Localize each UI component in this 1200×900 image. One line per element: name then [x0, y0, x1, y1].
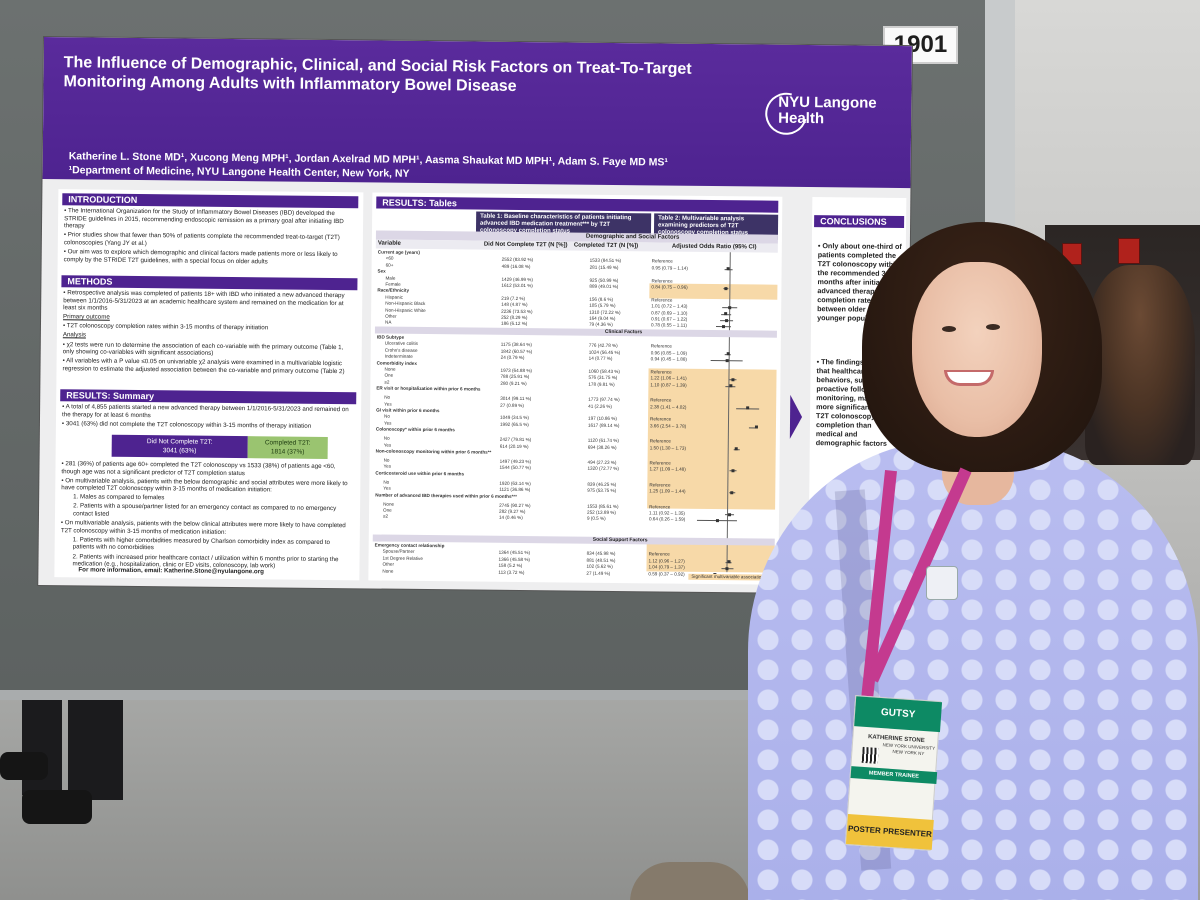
- table-cell: 1320 (72.77 %): [587, 466, 619, 472]
- table-row-label: Colonoscopy* within prior 6 months: [375, 426, 455, 433]
- forest-point: [730, 490, 734, 494]
- forest-point: [735, 447, 739, 451]
- badge-type: MEMBER TRAINEE: [850, 766, 938, 785]
- bag: [630, 862, 750, 900]
- odds-ratio-cell: 3.66 (2.54 – 3.78): [649, 423, 687, 429]
- table-row-label: Current age (years): [377, 249, 420, 255]
- odds-ratio-cell: 1.10 (0.87 – 1.39): [650, 382, 687, 388]
- table-cell: 1544 (50.77 %): [499, 465, 531, 471]
- forest-point: [715, 518, 719, 522]
- forest-point: [728, 384, 732, 388]
- summary-findings: • 281 (36%) of patients age 60+ complete…: [60, 460, 348, 570]
- forest-point: [745, 406, 749, 410]
- odds-ratio-cell: 0.64 (0.26 – 1.59): [648, 516, 686, 523]
- forest-point: [727, 305, 731, 309]
- forest-point: [731, 469, 735, 473]
- conclusions-heading: CONCLUSIONS: [814, 215, 905, 229]
- forest-point: [727, 512, 731, 516]
- summary-text: • A total of 4,855 patients started a ne…: [61, 403, 349, 430]
- table-cell: 24 (0.79 %): [500, 354, 525, 361]
- odds-ratio-cell: 1.27 (1.09 – 1.48): [649, 466, 686, 473]
- table-cell: 27 (1.49 %): [586, 570, 611, 576]
- shoe: [0, 752, 48, 780]
- forest-point: [726, 352, 730, 356]
- table-cell: 281 (15.49 %): [589, 264, 619, 270]
- badge-event: GUTSY: [854, 696, 943, 733]
- table-cell: 113 (3.72 %): [498, 569, 525, 575]
- qr-code-icon: [861, 746, 879, 764]
- poster-header: The Influence of Demographic, Clinical, …: [42, 37, 912, 189]
- forest-point: [754, 425, 758, 429]
- lanyard-clip-icon: [926, 566, 958, 600]
- table-cell: 614 (20.19 %): [499, 443, 529, 449]
- poster: The Influence of Demographic, Clinical, …: [38, 37, 912, 595]
- presenter-face: [912, 262, 1042, 437]
- methods-text: • Retrospective analysis was completed o…: [62, 289, 345, 376]
- poster-authors: Katherine L. Stone MD¹, Xucong Meng MPH¹…: [69, 149, 789, 185]
- table-row-label: NA: [385, 319, 392, 326]
- table-cell: 41 (2.26 %): [588, 403, 612, 409]
- odds-ratio-cell: 0.84 (0.75 – 0.96): [651, 284, 688, 290]
- odds-ratio-cell: 2.38 (1.41 – 4.02): [650, 403, 687, 410]
- odds-ratio-cell: 1.25 (1.09 – 1.44): [649, 488, 686, 494]
- table-cell: 694 (38.26 %): [587, 444, 617, 450]
- forest-point: [727, 560, 731, 564]
- eye: [986, 324, 1000, 330]
- table-row-label: ER visit or hospitalization within prior…: [376, 385, 481, 392]
- table-cell: 889 (49.01 %): [589, 283, 619, 290]
- table-cell: 280 (9.21 %): [500, 380, 527, 386]
- table-cell: 14 (0.77 %): [588, 355, 613, 362]
- significance-legend: Significant multivariable association: [688, 573, 767, 582]
- intro-text: • The International Organization for the…: [63, 207, 344, 265]
- table-row-label: ≥2: [382, 513, 389, 520]
- table-row-label: Corticosteroid use within prior 6 months: [375, 470, 465, 477]
- table-cell: 178 (9.81 %): [588, 381, 615, 387]
- table-row-label: 60+: [385, 262, 394, 268]
- odds-ratio-cell: 1.50 (1.30 – 1.73): [649, 444, 687, 451]
- odds-ratio-cell: 0.95 (0.79 – 1.14): [651, 265, 688, 271]
- shoe: [22, 790, 92, 824]
- forest-point: [724, 286, 728, 290]
- odds-ratio-cell: 0.94 (0.45 – 1.88): [650, 356, 687, 362]
- did-not-complete-bar: Did Not Complete T2T: 3041 (63%): [111, 434, 248, 459]
- table-row-label: Comorbidity index: [376, 360, 417, 366]
- table-cell: 9 (0.5 %): [586, 516, 606, 522]
- forest-point: [725, 318, 729, 322]
- forest-point: [722, 325, 726, 329]
- nyu-logo-text: NYU Langone Health: [778, 93, 877, 128]
- forest-point: [725, 566, 729, 570]
- table-cell: 14 (0.46 %): [498, 515, 523, 521]
- table-cell: 975 (53.75 %): [587, 487, 617, 494]
- arrow-icon: [789, 394, 803, 439]
- table-cell: 1617 (89.14 %): [587, 422, 620, 428]
- presenter-jacket: [748, 440, 1198, 900]
- table-row-label: Non-colonoscopy monitoring within prior …: [375, 448, 492, 455]
- forest-point: [724, 312, 728, 316]
- table-cell: 27 (0.89 %): [500, 402, 524, 408]
- forest-point: [726, 267, 730, 271]
- completed-bar: Completed T2T: 1814 (37%): [247, 436, 328, 459]
- poster-title: The Influence of Demographic, Clinical, …: [63, 54, 692, 95]
- forest-point: [725, 358, 729, 362]
- name-badge: GUTSY KATHERINE STONE NEW YORK UNIVERSIT…: [844, 695, 943, 851]
- table-row-label: None: [382, 568, 394, 574]
- exit-sign: [1118, 238, 1140, 264]
- forest-point: [731, 378, 735, 382]
- odds-ratio-cell: 0.59 (0.37 – 0.92): [648, 570, 685, 577]
- passerby-legs: [0, 700, 130, 840]
- background-attendee: [1085, 265, 1195, 465]
- badge-role: POSTER PRESENTER: [845, 813, 934, 850]
- table-cell: 1992 (65.5 %): [499, 421, 529, 427]
- eye: [942, 326, 956, 332]
- table-cell: 489 (16.08 %): [501, 263, 531, 269]
- table-cell: 1612 (53.01 %): [501, 282, 533, 289]
